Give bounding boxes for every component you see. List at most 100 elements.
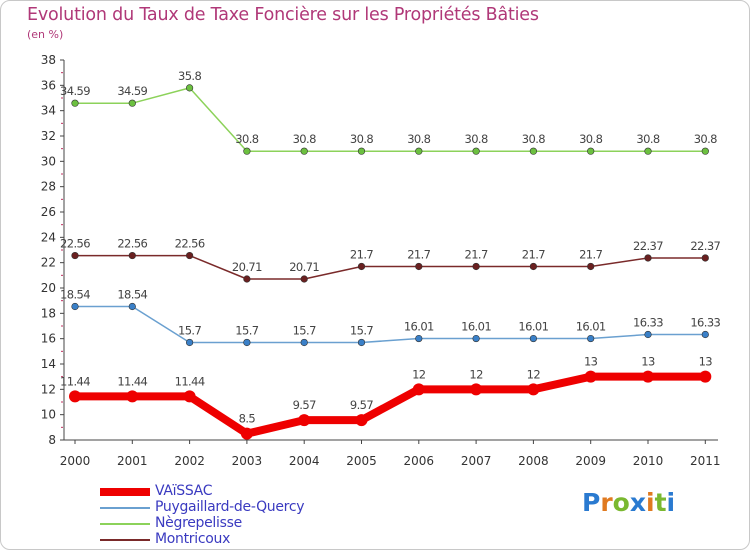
data-point (186, 251, 194, 260)
x-tick-label: 2008 (518, 454, 549, 468)
data-label: 16.01 (461, 320, 491, 334)
legend-swatch (100, 523, 150, 525)
legend-label: Nègrepelisse (155, 515, 242, 531)
data-point (701, 254, 709, 262)
data-label: 15.7 (235, 323, 258, 337)
y-tick-label: 38 (41, 53, 56, 67)
data-point (69, 390, 81, 403)
data-point (243, 338, 251, 347)
data-point (357, 338, 366, 347)
logo-letter: P (582, 488, 601, 517)
data-point (415, 334, 423, 343)
data-point (587, 147, 595, 155)
data-label: 12 (469, 367, 483, 381)
data-point (699, 370, 712, 383)
data-label: 30.8 (350, 132, 373, 146)
logo-letter: x (629, 488, 646, 517)
y-tick-label: 34 (41, 104, 56, 118)
x-tick-label: 2000 (60, 454, 91, 468)
data-label: 20.71 (232, 260, 262, 274)
data-label: 20.71 (289, 260, 319, 274)
data-point (472, 147, 480, 155)
data-label: 30.8 (464, 132, 487, 146)
data-point (298, 414, 311, 427)
data-point (300, 338, 308, 347)
logo-letter: i (666, 488, 676, 517)
data-point (412, 383, 425, 396)
x-tick-label: 2005 (346, 454, 377, 468)
x-tick-label: 2004 (289, 454, 320, 468)
data-label: 15.7 (293, 323, 316, 337)
data-label: 22.56 (117, 237, 147, 251)
data-label: 30.8 (636, 132, 659, 146)
series-line (75, 87, 706, 152)
y-tick-label: 10 (41, 408, 56, 422)
data-label: 11.44 (117, 374, 147, 388)
data-point (186, 338, 194, 347)
data-label: 21.7 (522, 247, 545, 261)
data-point (644, 330, 652, 339)
legend-swatch (100, 507, 150, 509)
data-point (128, 251, 136, 260)
data-label: 21.7 (350, 247, 373, 261)
data-label: 11.44 (60, 374, 90, 388)
y-tick-label: 20 (41, 281, 56, 295)
series-line (75, 372, 706, 438)
legend-label: Puygaillard-de-Quercy (155, 499, 305, 515)
data-point (529, 147, 538, 155)
data-label: 8.5 (239, 412, 256, 426)
data-point (642, 370, 654, 383)
x-tick-label: 2006 (404, 454, 435, 468)
data-label: 12 (527, 367, 541, 381)
data-label: 30.8 (407, 132, 430, 146)
data-label: 21.7 (579, 247, 602, 261)
data-point (300, 147, 308, 155)
data-point (126, 390, 139, 403)
data-label: 34.59 (117, 84, 147, 98)
data-point (415, 147, 423, 155)
data-label: 30.8 (522, 132, 545, 146)
data-label: 16.01 (518, 320, 548, 334)
data-point (71, 302, 79, 311)
legend-label: VAïSSAC (155, 483, 213, 499)
data-point (527, 383, 540, 396)
y-tick-label: 8 (48, 433, 56, 447)
logo-letter: i (646, 488, 655, 517)
data-point (587, 334, 595, 343)
data-point (243, 147, 251, 155)
data-label: 16.01 (576, 320, 606, 334)
data-label: 16.01 (404, 320, 434, 334)
x-tick-label: 2011 (690, 454, 721, 468)
x-tick-label: 2001 (117, 454, 148, 468)
y-tick-label: 28 (41, 180, 56, 194)
data-label: 18.54 (117, 287, 147, 301)
data-label: 21.7 (464, 247, 487, 261)
data-label: 35.8 (178, 69, 201, 83)
x-tick-label: 2009 (575, 454, 606, 468)
proxiti-logo: Proxiti (582, 488, 675, 517)
data-point (355, 414, 368, 427)
data-point (644, 147, 652, 155)
data-point (240, 427, 253, 440)
data-label: 22.56 (175, 237, 205, 251)
data-label: 13 (641, 355, 655, 369)
data-label: 34.59 (60, 84, 90, 98)
y-tick-label: 24 (41, 230, 56, 244)
data-point (128, 99, 136, 107)
x-tick-label: 2007 (461, 454, 492, 468)
y-tick-label: 30 (41, 154, 56, 168)
data-point (183, 390, 196, 403)
y-unit-label: (en %) (27, 28, 64, 41)
data-label: 21.7 (407, 247, 430, 261)
data-point (71, 251, 79, 260)
y-tick-label: 36 (41, 78, 56, 92)
y-tick-label: 16 (41, 332, 56, 346)
y-tick-label: 14 (41, 357, 56, 371)
data-label: 13 (699, 355, 713, 369)
legend-label: Montricoux (155, 531, 231, 547)
data-point (470, 383, 483, 396)
data-point (529, 334, 538, 343)
data-point (587, 262, 595, 271)
data-point (415, 262, 423, 271)
